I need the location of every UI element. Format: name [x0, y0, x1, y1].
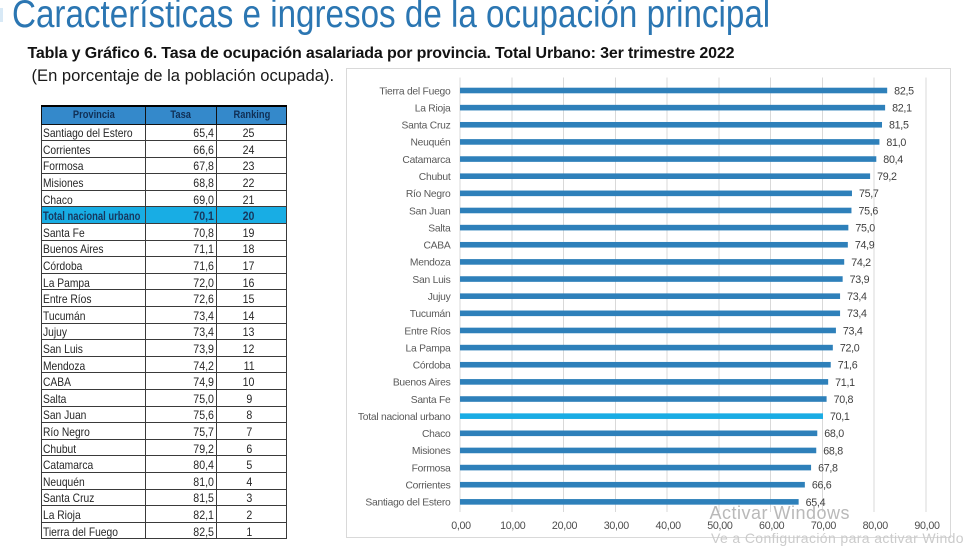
svg-text:82,5: 82,5: [894, 85, 914, 97]
svg-text:60,00: 60,00: [759, 519, 785, 531]
svg-text:74,2: 74,2: [851, 256, 871, 268]
svg-text:81,0: 81,0: [886, 136, 906, 148]
svg-text:75,6: 75,6: [858, 205, 878, 217]
svg-text:20,00: 20,00: [552, 519, 578, 531]
svg-text:68,0: 68,0: [824, 428, 844, 440]
svg-text:Corrientes: Corrientes: [406, 480, 451, 491]
svg-text:70,8: 70,8: [834, 393, 854, 405]
svg-text:75,7: 75,7: [859, 188, 879, 200]
svg-text:80,4: 80,4: [883, 153, 903, 165]
svg-text:Neuquén: Neuquén: [410, 137, 451, 148]
svg-text:80,00: 80,00: [863, 519, 889, 531]
svg-text:La Pampa: La Pampa: [406, 343, 451, 354]
svg-text:73,4: 73,4: [847, 291, 867, 303]
svg-text:74,9: 74,9: [855, 239, 875, 251]
svg-text:82,1: 82,1: [892, 102, 912, 114]
svg-text:73,4: 73,4: [843, 325, 863, 337]
svg-text:Santa Cruz: Santa Cruz: [401, 120, 450, 131]
svg-text:65,4: 65,4: [806, 496, 826, 508]
svg-text:Santiago del Estero: Santiago del Estero: [365, 497, 451, 508]
svg-text:Santa Fe: Santa Fe: [411, 394, 451, 405]
svg-text:Río Negro: Río Negro: [406, 189, 451, 200]
svg-text:71,6: 71,6: [838, 359, 858, 371]
svg-text:73,9: 73,9: [850, 273, 870, 285]
svg-text:San Juan: San Juan: [409, 206, 451, 217]
svg-text:90,00: 90,00: [914, 519, 940, 531]
svg-text:Entre Ríos: Entre Ríos: [404, 326, 450, 337]
svg-text:Córdoba: Córdoba: [413, 360, 451, 371]
svg-text:Mendoza: Mendoza: [410, 257, 451, 268]
svg-text:Misiones: Misiones: [412, 446, 451, 457]
svg-text:Chaco: Chaco: [422, 429, 451, 440]
svg-text:30,00: 30,00: [604, 519, 630, 531]
svg-text:Chubut: Chubut: [419, 172, 451, 183]
svg-text:Total nacional urbano: Total nacional urbano: [358, 411, 451, 422]
svg-text:Tierra del Fuego: Tierra del Fuego: [379, 86, 451, 97]
svg-text:10,00: 10,00: [500, 519, 526, 531]
svg-text:50,00: 50,00: [707, 519, 733, 531]
svg-text:66,6: 66,6: [812, 479, 832, 491]
svg-text:0,00: 0,00: [451, 519, 471, 531]
svg-text:CABA: CABA: [423, 240, 450, 251]
svg-text:81,5: 81,5: [889, 119, 909, 131]
svg-text:Tucumán: Tucumán: [410, 309, 451, 320]
svg-text:67,8: 67,8: [818, 462, 838, 474]
svg-text:73,4: 73,4: [847, 308, 867, 320]
svg-text:Jujuy: Jujuy: [428, 291, 452, 302]
svg-text:70,00: 70,00: [811, 519, 837, 531]
svg-text:71,1: 71,1: [835, 376, 855, 388]
svg-text:Catamarca: Catamarca: [402, 154, 451, 165]
svg-text:La Rioja: La Rioja: [415, 103, 451, 114]
svg-text:40,00: 40,00: [655, 519, 681, 531]
svg-text:72,0: 72,0: [840, 342, 860, 354]
svg-text:75,0: 75,0: [855, 222, 875, 234]
svg-text:70,1: 70,1: [830, 411, 850, 423]
svg-text:Buenos Aires: Buenos Aires: [393, 377, 451, 388]
svg-text:Salta: Salta: [428, 223, 451, 234]
svg-text:San Luis: San Luis: [412, 274, 450, 285]
svg-text:68,8: 68,8: [823, 445, 843, 457]
svg-text:79,2: 79,2: [877, 171, 897, 183]
svg-text:Formosa: Formosa: [412, 463, 451, 474]
